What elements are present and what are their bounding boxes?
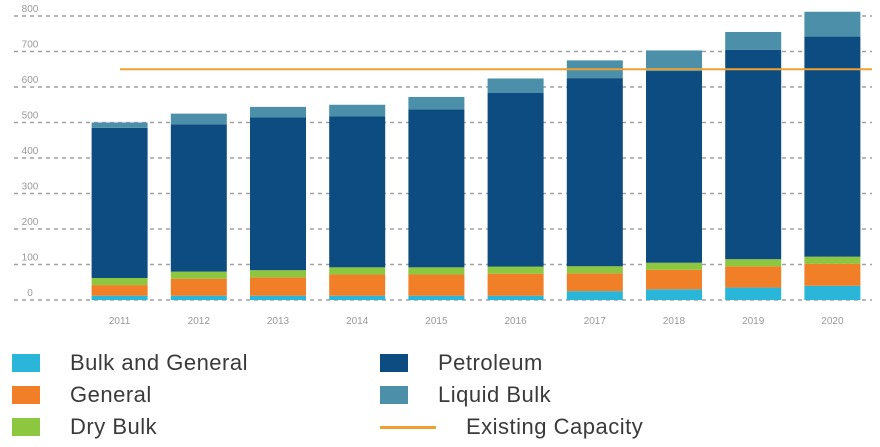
bar-segment-liquid-bulk xyxy=(250,106,306,118)
bar-segment-bulk-and-general xyxy=(170,295,227,300)
y-tick-label: 0 xyxy=(27,288,33,299)
bar-segment-bulk-and-general xyxy=(250,295,306,300)
bar-segment-bulk-and-general xyxy=(646,289,702,300)
y-tick-label: 400 xyxy=(22,146,39,157)
bar-segment-general xyxy=(566,273,623,292)
bar-segment-liquid-bulk xyxy=(646,50,702,72)
y-tick-label: 300 xyxy=(22,182,39,193)
bar-segment-dry-bulk xyxy=(487,266,544,274)
bar-segment-dry-bulk xyxy=(804,256,861,264)
bar-segment-liquid-bulk xyxy=(329,104,386,117)
bar-segment-liquid-bulk xyxy=(804,11,861,37)
bar-segment-dry-bulk xyxy=(329,267,386,275)
bar-segment-petroleum xyxy=(250,117,306,271)
bar-segment-petroleum xyxy=(170,124,227,272)
bar-segment-general xyxy=(487,273,544,296)
x-tick-label: 2018 xyxy=(663,316,686,327)
legend: Bulk and General General Dry Bulk Petrol… xyxy=(0,340,880,447)
bar-segment-bulk-and-general xyxy=(566,291,623,300)
x-tick-label: 2011 xyxy=(109,316,131,327)
bar-segment-bulk-and-general xyxy=(725,287,782,300)
legend-label-petroleum: Petroleum xyxy=(438,350,543,375)
legend-item-dry-bulk: Dry Bulk xyxy=(12,412,157,442)
bar-segment-petroleum xyxy=(91,127,148,278)
bar-segment-general xyxy=(646,269,702,290)
y-tick-label: 100 xyxy=(22,253,39,264)
legend-swatch-dry-bulk xyxy=(12,418,40,436)
legend-label-general: General xyxy=(70,382,152,407)
legend-swatch-petroleum xyxy=(380,354,408,372)
bar-segment-dry-bulk xyxy=(250,270,306,278)
x-tick-label: 2014 xyxy=(346,316,369,327)
bar-segment-bulk-and-general xyxy=(804,285,861,300)
y-tick-label: 600 xyxy=(22,75,39,86)
x-tick-label: 2012 xyxy=(188,316,211,327)
bar-segment-dry-bulk xyxy=(170,271,227,279)
bar-segment-liquid-bulk xyxy=(725,31,782,50)
legend-item-bulk-and-general: Bulk and General xyxy=(12,348,248,378)
y-tick-label: 700 xyxy=(22,40,39,51)
bar-segment-petroleum xyxy=(408,109,465,268)
legend-swatch-liquid-bulk xyxy=(380,386,408,404)
bar-segment-general xyxy=(170,278,227,296)
legend-label-bulk-and-general: Bulk and General xyxy=(70,350,248,375)
x-tick-label: 2016 xyxy=(504,316,527,327)
bar-segment-liquid-bulk xyxy=(487,78,544,93)
x-tick-label: 2019 xyxy=(742,316,765,327)
bar-segment-petroleum xyxy=(566,78,623,267)
bar-segment-petroleum xyxy=(329,116,386,268)
y-tick-label: 800 xyxy=(22,4,39,15)
bar-segment-general xyxy=(91,285,148,296)
bar-segment-dry-bulk xyxy=(725,259,782,267)
bar-segment-liquid-bulk xyxy=(170,113,227,125)
x-tick-label: 2015 xyxy=(425,316,448,327)
bar-segment-petroleum xyxy=(646,71,702,263)
bar-segment-bulk-and-general xyxy=(408,295,465,300)
bar-segment-petroleum xyxy=(487,92,544,267)
legend-label-dry-bulk: Dry Bulk xyxy=(70,414,158,439)
bar-segment-general xyxy=(725,266,782,288)
legend-swatch-general xyxy=(12,386,40,404)
legend-item-liquid-bulk: Liquid Bulk xyxy=(380,380,551,410)
bar-segment-dry-bulk xyxy=(566,266,623,274)
bar-segment-petroleum xyxy=(725,49,782,260)
y-tick-label: 500 xyxy=(22,111,39,122)
bar-segment-dry-bulk xyxy=(91,277,148,286)
x-tick-label: 2013 xyxy=(267,316,290,327)
legend-swatch-bulk-and-general xyxy=(12,354,40,372)
stacked-bar-chart: 0 100 200 300 400 500 600 700 800 2011 2012 2013 201… xyxy=(14,4,872,327)
bar-segment-general xyxy=(329,274,386,296)
x-tick-label: 2017 xyxy=(584,316,607,327)
bar-segment-petroleum xyxy=(804,36,861,257)
y-tick-label: 200 xyxy=(22,217,39,228)
bar-segment-general xyxy=(250,277,306,296)
bar-segment-dry-bulk xyxy=(408,267,465,275)
bar-segment-bulk-and-general xyxy=(487,295,544,300)
legend-label-liquid-bulk: Liquid Bulk xyxy=(438,382,552,407)
bar-segment-bulk-and-general xyxy=(91,295,148,300)
legend-item-petroleum: Petroleum xyxy=(380,348,543,378)
legend-label-existing-capacity: Existing Capacity xyxy=(466,414,644,439)
bar-segment-general xyxy=(804,263,861,286)
legend-line-existing-capacity xyxy=(380,425,436,429)
bar-segment-general xyxy=(408,274,465,296)
bar-segment-liquid-bulk xyxy=(91,122,148,128)
legend-item-existing-capacity: Existing Capacity xyxy=(380,412,643,442)
bar-segment-liquid-bulk xyxy=(408,96,465,110)
legend-item-general: General xyxy=(12,380,152,410)
x-tick-label: 2020 xyxy=(821,316,844,327)
bar-segment-bulk-and-general xyxy=(329,295,386,300)
bar-segment-dry-bulk xyxy=(646,262,702,270)
